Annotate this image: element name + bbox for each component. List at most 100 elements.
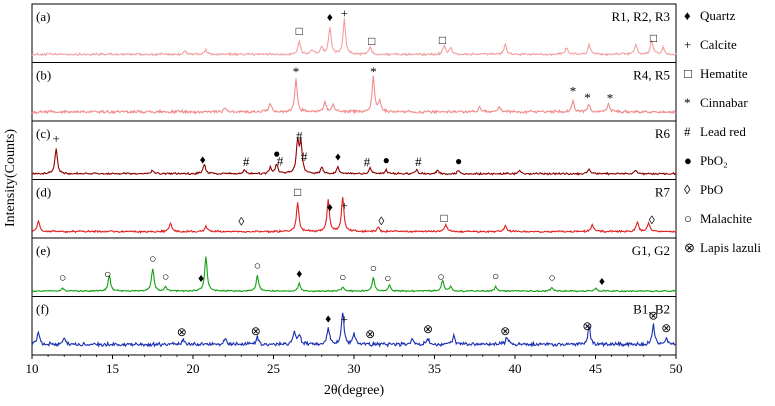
- peak-marker: #: [415, 154, 422, 169]
- sample-label: R6: [655, 126, 671, 141]
- legend-item: ♦ Quartz: [684, 8, 736, 23]
- peak-marker: ♦: [200, 152, 206, 166]
- xrd-trace-d: [31, 197, 677, 234]
- legend-label: PbO: [700, 182, 723, 197]
- x-tick-label: 50: [670, 361, 683, 376]
- peak-marker: ○: [104, 267, 111, 281]
- x-tick-label: 35: [428, 361, 441, 376]
- panel-e: ○ ○ ○ ○ ♦ ○ ♦ ○ ○ ○ ○ ○ ○ ♦ (e) G1, G2: [31, 237, 677, 297]
- xrd-trace-e: [31, 256, 676, 293]
- peak-marker: +: [341, 5, 348, 20]
- legend-symbol: □: [684, 66, 692, 81]
- peak-marker: ⊗: [423, 322, 433, 336]
- panel-c: +♦ #●### ♦ # ● # ●(c) R6: [31, 120, 677, 180]
- legend-symbol: ○: [684, 211, 692, 226]
- legend-label: Quartz: [700, 8, 736, 23]
- peak-marker: *: [370, 64, 377, 79]
- peak-marker: +: [52, 131, 59, 146]
- peak-marker: ●: [455, 154, 462, 168]
- xrd-trace-a: [31, 18, 677, 57]
- x-tick-label: 40: [509, 361, 522, 376]
- x-tick-label: 25: [267, 361, 280, 376]
- legend-symbol: ⊗: [684, 240, 695, 255]
- sample-label: B1, B2: [633, 302, 670, 317]
- peak-marker: ◊: [649, 213, 655, 227]
- panel-label: (f): [36, 302, 49, 317]
- panel-f: ⊗ ⊗♦ +⊗ ⊗ ⊗ ⊗⊗⊗(f) B1, B2: [31, 296, 677, 356]
- peak-marker: *: [607, 90, 614, 105]
- peak-marker: ○: [162, 270, 169, 284]
- panels-group: ♦ +□□ □ □(a) R1, R2, R3* ** * *(b) R4, R5+♦ #●###…: [31, 3, 677, 356]
- peak-marker: ⊗: [365, 327, 375, 341]
- peak-marker: *: [584, 90, 591, 105]
- legend-symbol: +: [684, 37, 691, 52]
- peak-marker: ○: [149, 252, 156, 266]
- peak-marker: ◊: [238, 215, 244, 229]
- peak-marker: ♦: [327, 200, 333, 214]
- xrd-trace-f: [31, 312, 677, 348]
- sample-label: R4, R5: [633, 68, 670, 83]
- peak-marker: ○: [437, 269, 444, 283]
- legend-item: * Cinnabar: [684, 95, 748, 110]
- peak-marker: ♦: [327, 10, 333, 24]
- panel-frame: [31, 296, 677, 356]
- legend-item: ◊ PbO: [684, 182, 723, 197]
- legend-item: # Lead red: [684, 124, 746, 139]
- xrd-trace-c: [31, 137, 677, 176]
- sample-label: G1, G2: [632, 243, 670, 258]
- peak-marker: ⊗: [251, 324, 261, 338]
- panel-label: (b): [36, 68, 51, 83]
- peak-marker: ○: [339, 270, 346, 284]
- panel-frame: [31, 179, 677, 239]
- sample-label: R1, R2, R3: [611, 9, 670, 24]
- peak-marker: ○: [59, 271, 66, 285]
- legend-label: Malachite: [700, 211, 752, 226]
- peak-marker: *: [293, 64, 300, 79]
- peak-marker: ○: [492, 269, 499, 283]
- peak-marker: □: [296, 24, 303, 38]
- legend-item: ⊗ Lapis lazuli: [684, 240, 761, 255]
- xrd-trace-b: [31, 75, 677, 115]
- panel-b: * * * * * (b) R4, R5: [31, 62, 677, 122]
- legend-label: Cinnabar: [700, 95, 748, 110]
- x-tick-label: 15: [106, 361, 119, 376]
- peak-marker: #: [277, 154, 284, 169]
- peak-marker: ⊗: [661, 321, 671, 335]
- legend-label: Lead red: [700, 124, 746, 139]
- panel-label: (d): [36, 185, 51, 200]
- peak-marker: #: [296, 128, 303, 143]
- peak-marker: +: [341, 198, 348, 213]
- x-tick-label: 20: [187, 361, 200, 376]
- peak-marker: *: [570, 83, 577, 98]
- x-axis-label: 2θ(degree): [324, 383, 385, 398]
- peak-marker: ○: [370, 261, 377, 275]
- y-axis-label: Intensity(Counts): [3, 129, 18, 227]
- legend-symbol: ♦: [684, 8, 691, 23]
- peak-marker: □: [439, 33, 446, 47]
- peak-marker: □: [294, 185, 301, 199]
- peak-marker: ○: [384, 271, 391, 285]
- peak-marker: □: [650, 31, 657, 45]
- peak-marker: ♦: [335, 150, 341, 164]
- legend: ♦ Quartz + Calcite □ Hematite * Cinnabar # Lead r…: [684, 8, 761, 255]
- peak-marker: □: [441, 211, 448, 225]
- peak-marker: ●: [273, 146, 280, 160]
- peak-marker: #: [364, 155, 371, 170]
- legend-item: + Calcite: [684, 37, 737, 52]
- legend-label: Hematite: [700, 66, 748, 81]
- legend-symbol: #: [684, 124, 691, 139]
- panel-frame: [31, 120, 677, 180]
- x-axis: 10 15 20 25 30 35 40 45 50: [26, 355, 683, 376]
- legend-label: PbO₂: [700, 153, 728, 168]
- peak-marker: #: [301, 149, 308, 164]
- legend-symbol: ●: [684, 153, 692, 168]
- x-tick-label: 10: [26, 361, 39, 376]
- legend-item: ○ Malachite: [684, 211, 752, 226]
- panel-d: □ ♦ + ◊ ◊ □ ◊ (d) R7: [31, 179, 677, 239]
- peak-marker: ♦: [325, 311, 331, 325]
- peak-marker: ♦: [296, 266, 302, 280]
- x-tick-label: 45: [589, 361, 602, 376]
- legend-symbol: *: [684, 95, 691, 110]
